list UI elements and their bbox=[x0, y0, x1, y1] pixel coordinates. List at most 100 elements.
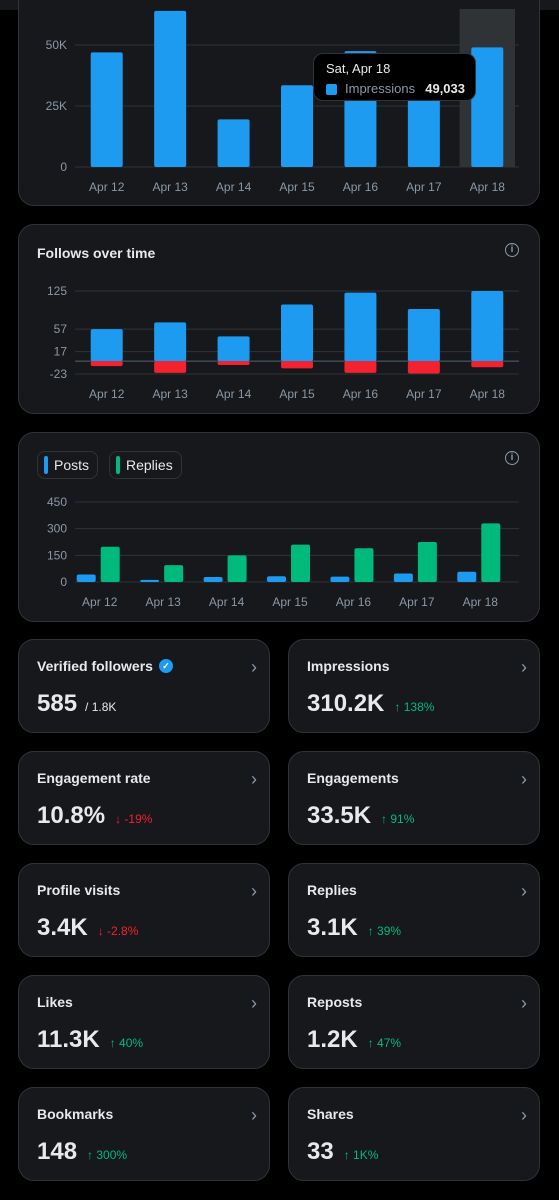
replies-bar bbox=[227, 555, 247, 582]
chevron-right-icon[interactable]: › bbox=[521, 993, 527, 1013]
stat-label-text: Verified followers bbox=[37, 658, 153, 674]
x-tick-label: Apr 14 bbox=[216, 387, 252, 401]
chevron-right-icon[interactable]: › bbox=[251, 881, 257, 901]
x-tick-label: Apr 14 bbox=[209, 595, 245, 609]
stat-subvalue: / 1.8K bbox=[85, 700, 117, 714]
y-tick-label: -23 bbox=[50, 367, 68, 381]
follows-chart-title: Follows over time bbox=[37, 245, 156, 261]
info-icon[interactable]: i bbox=[505, 451, 519, 465]
stat-card-likes[interactable]: Likes › 11.3K ↑ 40% bbox=[18, 975, 270, 1069]
stat-card-reposts[interactable]: Reposts › 1.2K ↑ 47% bbox=[288, 975, 540, 1069]
stat-label: Profile visits bbox=[37, 882, 120, 898]
stat-value-row: 3.4K ↓ -2.8% bbox=[37, 914, 138, 942]
x-tick-label: Apr 13 bbox=[152, 387, 188, 401]
x-tick-label: Apr 14 bbox=[216, 180, 252, 194]
stat-change: ↑ 138% bbox=[394, 700, 435, 714]
stat-value: 310.2K bbox=[307, 690, 385, 717]
chevron-right-icon[interactable]: › bbox=[251, 993, 257, 1013]
posts-bar bbox=[140, 579, 160, 582]
follows-chart: 125 57 17 -23 Apr 12 Apr 13 Apr 14 Apr 15 Apr 16… bbox=[47, 284, 519, 401]
impressions-chart: 0 25K 50K Apr 12 Apr 13 Apr 14 Apr 15 Apr 16 Apr… bbox=[46, 9, 519, 194]
chevron-right-icon[interactable]: › bbox=[251, 769, 257, 789]
unfollows-bar bbox=[281, 361, 313, 369]
legend-posts-label: Posts bbox=[54, 457, 90, 473]
stat-change: ↓ -2.8% bbox=[97, 924, 139, 938]
x-tick-label: Apr 16 bbox=[343, 387, 379, 401]
stat-label: Impressions bbox=[307, 658, 389, 674]
posts-swatch bbox=[44, 456, 48, 474]
stat-change: ↑ 91% bbox=[381, 812, 415, 826]
x-tick-label: Apr 12 bbox=[82, 595, 118, 609]
y-tick-label: 125 bbox=[47, 284, 67, 298]
stat-value: 33 bbox=[307, 1138, 334, 1165]
stat-value: 11.3K bbox=[37, 1026, 100, 1053]
x-tick-label: Apr 13 bbox=[145, 595, 181, 609]
stat-label-text: Replies bbox=[307, 882, 357, 898]
replies-bar bbox=[417, 542, 437, 582]
chevron-right-icon[interactable]: › bbox=[521, 657, 527, 677]
follows-bar bbox=[471, 291, 504, 362]
legend-posts-toggle[interactable]: Posts bbox=[37, 451, 99, 479]
follows-chart-card: Follows over time i 125 57 17 -23 Apr 12 Apr … bbox=[18, 224, 540, 414]
stat-card-verified-followers[interactable]: Verified followers ✓ › 585 / 1.8K bbox=[18, 639, 270, 733]
stat-card-engagement-rate[interactable]: Engagement rate › 10.8% ↓ -19% bbox=[18, 751, 270, 845]
replies-bar bbox=[164, 565, 184, 582]
stat-value-row: 3.1K ↑ 39% bbox=[307, 914, 401, 942]
stat-change: ↑ 39% bbox=[367, 924, 402, 938]
legend-replies-toggle[interactable]: Replies bbox=[109, 451, 182, 479]
posts-bar bbox=[267, 576, 286, 582]
chevron-right-icon[interactable]: › bbox=[521, 769, 527, 789]
chevron-right-icon[interactable]: › bbox=[521, 1105, 527, 1125]
tooltip-date: Sat, Apr 18 bbox=[326, 61, 391, 76]
stat-value-row: 11.3K ↑ 40% bbox=[37, 1026, 143, 1054]
stat-label-text: Likes bbox=[37, 994, 73, 1010]
unfollows-bar bbox=[344, 361, 377, 373]
stat-label: Shares bbox=[307, 1106, 354, 1122]
posts-chart-card: Posts Replies i 0 150 300 450 Apr 12 Apr 13 Ap… bbox=[18, 432, 540, 622]
impressions-bar bbox=[90, 52, 123, 167]
stat-label: Engagement rate bbox=[37, 770, 151, 786]
stat-card-engagements[interactable]: Engagements › 33.5K ↑ 91% bbox=[288, 751, 540, 845]
stat-value-row: 148 ↑ 300% bbox=[37, 1138, 127, 1166]
stat-card-profile-visits[interactable]: Profile visits › 3.4K ↓ -2.8% bbox=[18, 863, 270, 957]
chevron-right-icon[interactable]: › bbox=[251, 1105, 257, 1125]
y-tick-label: 150 bbox=[47, 548, 67, 562]
replies-bar bbox=[354, 548, 374, 582]
stat-label: Bookmarks bbox=[37, 1106, 113, 1122]
stat-card-replies[interactable]: Replies › 3.1K ↑ 39% bbox=[288, 863, 540, 957]
tooltip-label: Impressions bbox=[345, 81, 416, 96]
stat-label-text: Impressions bbox=[307, 658, 390, 674]
info-icon[interactable]: i bbox=[505, 243, 519, 257]
x-tick-label: Apr 18 bbox=[470, 387, 506, 401]
chevron-right-icon[interactable]: › bbox=[521, 881, 527, 901]
chevron-right-icon[interactable]: › bbox=[251, 657, 257, 677]
stat-card-impressions[interactable]: Impressions › 310.2K ↑ 138% bbox=[288, 639, 540, 733]
stat-label-text: Engagement rate bbox=[37, 770, 151, 786]
y-tick-label: 450 bbox=[47, 495, 67, 509]
stat-label: Verified followers ✓ bbox=[37, 658, 173, 674]
stat-card-shares[interactable]: Shares › 33 ↑ 1K% bbox=[288, 1087, 540, 1181]
follows-bar bbox=[154, 322, 187, 362]
x-tick-label: Apr 15 bbox=[272, 595, 308, 609]
posts-bar bbox=[457, 571, 477, 582]
stat-value: 585 bbox=[37, 690, 78, 717]
unfollows-bar bbox=[217, 361, 250, 366]
legend-replies-label: Replies bbox=[126, 457, 173, 473]
stat-value: 148 bbox=[37, 1138, 78, 1165]
stat-label: Engagements bbox=[307, 770, 399, 786]
stat-value-row: 585 / 1.8K bbox=[37, 690, 116, 718]
stat-card-bookmarks[interactable]: Bookmarks › 148 ↑ 300% bbox=[18, 1087, 270, 1181]
stat-change: ↑ 47% bbox=[367, 1036, 402, 1050]
unfollows-bar bbox=[471, 361, 504, 368]
impressions-bar bbox=[407, 91, 440, 167]
x-tick-label: Apr 15 bbox=[279, 387, 315, 401]
x-tick-label: Apr 18 bbox=[470, 180, 506, 194]
y-tick-label: 300 bbox=[47, 522, 67, 536]
follows-bar bbox=[407, 308, 440, 362]
x-tick-label: Apr 17 bbox=[406, 387, 442, 401]
y-tick-label: 0 bbox=[60, 575, 67, 589]
stat-value-row: 310.2K ↑ 138% bbox=[307, 690, 434, 718]
follows-bar bbox=[344, 292, 377, 362]
stat-label: Reposts bbox=[307, 994, 362, 1010]
unfollows-bar bbox=[154, 361, 187, 373]
